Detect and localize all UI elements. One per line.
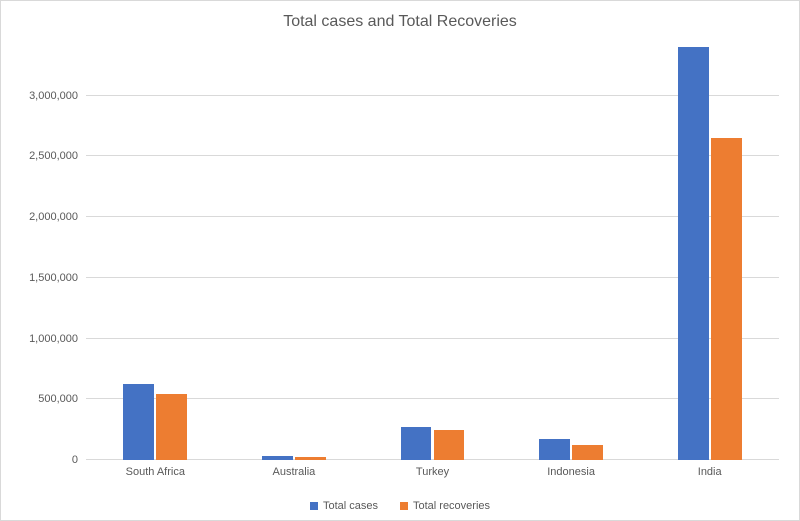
bar <box>156 394 187 460</box>
legend-swatch-total-recoveries <box>400 502 408 510</box>
bar <box>678 47 709 460</box>
x-tick-label: Indonesia <box>547 460 595 478</box>
x-tick-label: India <box>698 460 722 478</box>
legend-item-total-cases: Total cases <box>310 500 378 512</box>
bar <box>539 439 570 460</box>
legend-item-total-recoveries: Total recoveries <box>400 500 490 512</box>
y-tick-label: 1,000,000 <box>29 333 86 345</box>
bar <box>711 138 742 460</box>
x-tick-label: Australia <box>272 460 315 478</box>
legend-label-total-recoveries: Total recoveries <box>413 500 490 512</box>
bar <box>434 430 465 460</box>
gridline <box>86 216 779 217</box>
y-tick-label: 3,000,000 <box>29 90 86 102</box>
y-tick-label: 2,500,000 <box>29 150 86 162</box>
bar <box>401 427 432 460</box>
x-tick-label: South Africa <box>126 460 185 478</box>
x-tick-label: Turkey <box>416 460 449 478</box>
gridline <box>86 338 779 339</box>
chart-frame: Total cases and Total Recoveries 0500,00… <box>0 0 800 521</box>
gridline <box>86 398 779 399</box>
y-tick-label: 0 <box>72 454 86 466</box>
y-tick-label: 1,500,000 <box>29 272 86 284</box>
gridline <box>86 155 779 156</box>
legend-swatch-total-cases <box>310 502 318 510</box>
y-tick-label: 500,000 <box>38 393 86 405</box>
bar <box>123 384 154 460</box>
legend-label-total-cases: Total cases <box>323 500 378 512</box>
y-tick-label: 2,000,000 <box>29 211 86 223</box>
plot-area: 0500,0001,000,0001,500,0002,000,0002,500… <box>86 47 779 460</box>
gridline <box>86 95 779 96</box>
legend: Total cases Total recoveries <box>1 500 799 512</box>
chart-title: Total cases and Total Recoveries <box>1 1 799 37</box>
bar <box>572 445 603 460</box>
gridline <box>86 277 779 278</box>
